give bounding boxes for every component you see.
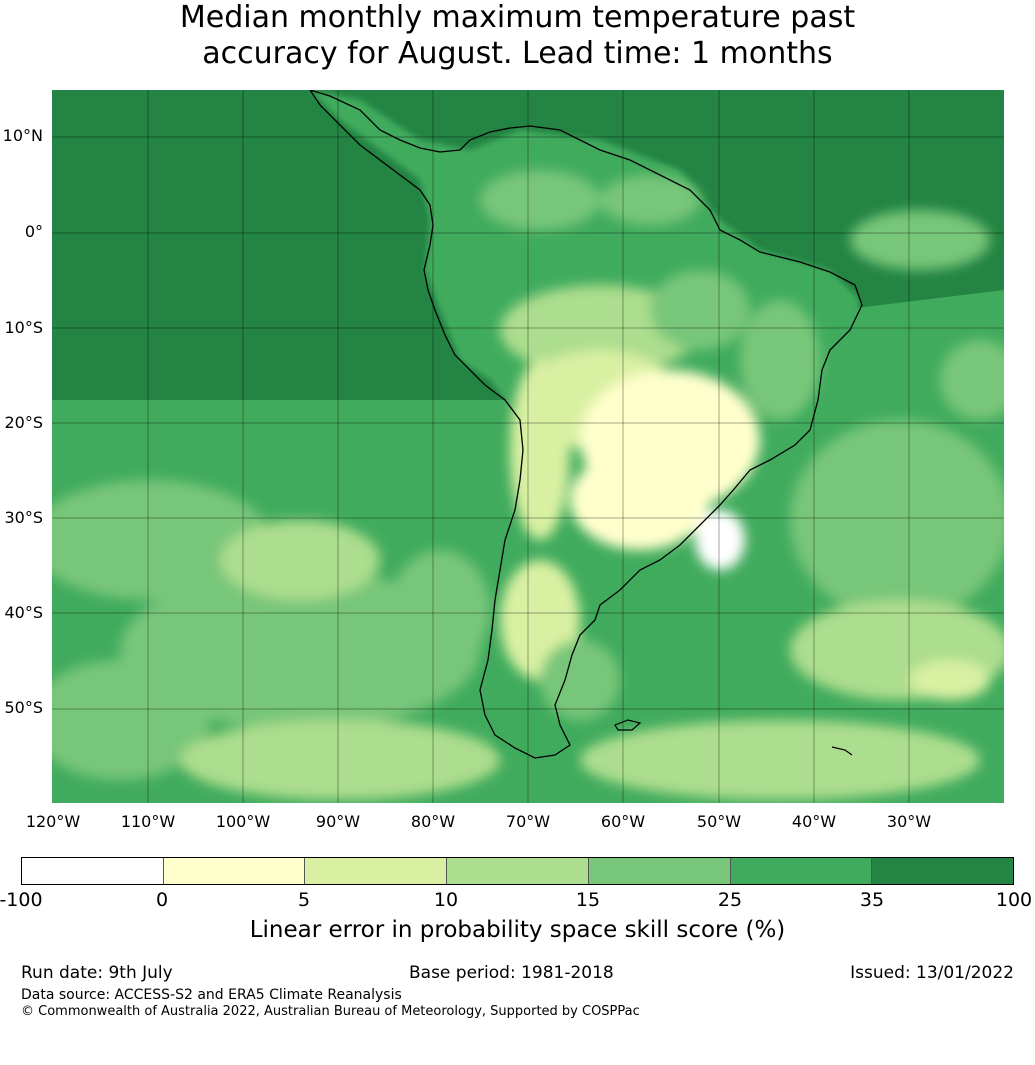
amazon-green (650, 270, 750, 350)
colorbar-segment-4 (447, 858, 589, 884)
colorbar-tick-label: 15 (575, 889, 601, 911)
colorbar-tick-label: 5 (297, 889, 311, 911)
s-atlantic-pale (910, 660, 990, 700)
colorbar-tick-label: 35 (859, 889, 885, 911)
lat-label-40s: 40°S (4, 603, 43, 622)
colorbar-tick-label: 25 (717, 889, 743, 911)
lon-label-110w: 110°W (120, 812, 176, 831)
colorbar-segment-6 (730, 858, 873, 884)
falklands (614, 719, 642, 731)
lat-label-0: 0° (24, 222, 43, 241)
coastline (309, 90, 863, 759)
lon-label-50w: 50°W (696, 812, 742, 831)
title-line-2: accuracy for August. Lead time: 1 months (202, 36, 833, 71)
skill-score-map (52, 90, 1004, 803)
lat-label-30s: 30°S (4, 508, 43, 527)
equatorial-atlantic (850, 210, 990, 270)
lat-label-10n: 10°N (2, 126, 43, 145)
colorbar-segment-2 (163, 858, 306, 884)
colorbar (21, 857, 1014, 885)
e-pacific-patch (390, 550, 490, 670)
patagonia-green (540, 640, 620, 720)
andes-light (510, 360, 570, 540)
lon-label-90w: 90°W (315, 812, 361, 831)
graticule (52, 90, 1004, 803)
sw-ocean-patch (52, 480, 270, 600)
copyright: © Commonwealth of Australia 2022, Austra… (21, 1004, 640, 1019)
guiana-patch (600, 175, 700, 225)
colorbar-segment-5 (588, 858, 731, 884)
base-period: Base period: 1981-2018 (409, 963, 614, 983)
s-atlantic-patch (790, 420, 1004, 620)
lon-label-80w: 80°W (410, 812, 456, 831)
colorbar-segment-7 (872, 858, 1014, 884)
lon-label-60w: 60°W (600, 812, 646, 831)
sw-pacific-patch (52, 660, 210, 780)
brazil-north (480, 170, 600, 230)
chart-title: Median monthly maximum temperature past … (0, 0, 1035, 72)
colorbar-segment-1 (22, 858, 164, 884)
lon-label-30w: 30°W (886, 812, 932, 831)
lon-label-120w: 120°W (25, 812, 81, 831)
lon-label-40w: 40°W (791, 812, 837, 831)
amazon-pale (500, 285, 700, 375)
south-georgia (831, 746, 853, 756)
lon-label-70w: 70°W (505, 812, 551, 831)
s-pacific-light (180, 720, 500, 800)
uruguay-white (695, 510, 745, 570)
colorbar-label: Linear error in probability space skill … (249, 917, 786, 943)
lat-label-10s: 10°S (4, 318, 43, 337)
colorbar-tick-label: 100 (995, 889, 1033, 911)
colorbar-tick-label: 10 (433, 889, 459, 911)
title-line-1: Median monthly maximum temperature past (179, 0, 856, 35)
atlantic-patch-2 (940, 340, 1004, 420)
colorbar-tick-label: 0 (155, 889, 169, 911)
se-atlantic-patch (580, 720, 980, 800)
lon-label-100w: 100°W (215, 812, 271, 831)
ne-brazil (740, 300, 820, 420)
colorbar-tick-label: -100 (0, 889, 43, 911)
run-date: Run date: 9th July (21, 963, 173, 983)
lat-label-20s: 20°S (4, 413, 43, 432)
s-pacific-light-2 (220, 520, 380, 600)
lat-label-50s: 50°S (4, 698, 43, 717)
colorbar-segment-3 (305, 858, 448, 884)
issued-date: Issued: 13/01/2022 (850, 963, 1014, 983)
pampas-light (570, 450, 710, 550)
data-source: Data source: ACCESS-S2 and ERA5 Climate … (21, 987, 402, 1003)
